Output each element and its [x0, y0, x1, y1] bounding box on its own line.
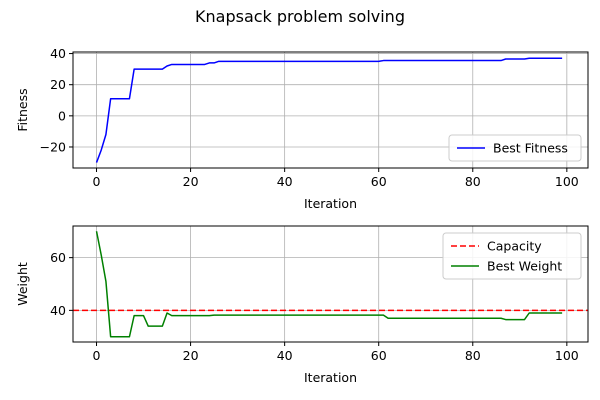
figure-title: Knapsack problem solving [195, 7, 405, 26]
legend-label: Capacity [487, 239, 542, 254]
y-axis-label: Weight [15, 262, 30, 306]
y-tick-label: 0 [58, 108, 66, 123]
x-tick-label: 0 [93, 348, 101, 363]
subplot-2: 0 20 40 60 80 100 40 60 Iteration Weight Capacity B… [15, 225, 589, 385]
plot-frame [72, 51, 589, 169]
y-axis-label: Fitness [15, 88, 30, 131]
legend: Best Fitness [448, 134, 582, 162]
subplot-1: 0 20 40 60 80 100 −20 0 20 40 Iteration Fitness Best… [15, 46, 589, 211]
x-tick-label: 40 [277, 174, 293, 189]
x-axis-label: Iteration [304, 196, 357, 211]
y-tick-label: 20 [50, 77, 66, 92]
y-tick-label: 40 [50, 46, 66, 61]
x-tick-label: 100 [555, 174, 579, 189]
legend-label: Best Fitness [493, 141, 568, 156]
x-tick-label: 60 [371, 174, 387, 189]
y-tick-label: 40 [50, 303, 66, 318]
plot-frame [72, 225, 589, 343]
legend: Capacity Best Weight [442, 232, 582, 280]
legend-box [442, 232, 582, 280]
x-tick-label: 0 [93, 174, 101, 189]
legend-label: Best Weight [487, 259, 562, 274]
x-axis-label: Iteration [304, 370, 357, 385]
legend-box [448, 134, 582, 162]
series-best-weight-line [95, 231, 563, 338]
x-tick-label: 40 [277, 348, 293, 363]
x-tick-label: 100 [555, 348, 579, 363]
x-tick-label: 20 [183, 348, 199, 363]
x-tick-label: 60 [371, 348, 387, 363]
y-tick-label: 60 [50, 250, 66, 265]
series-best-fitness-line [95, 57, 563, 163]
x-tick-label: 80 [465, 174, 481, 189]
x-tick-label: 20 [183, 174, 199, 189]
x-tick-label: 80 [465, 348, 481, 363]
y-tick-label: −20 [40, 139, 66, 154]
